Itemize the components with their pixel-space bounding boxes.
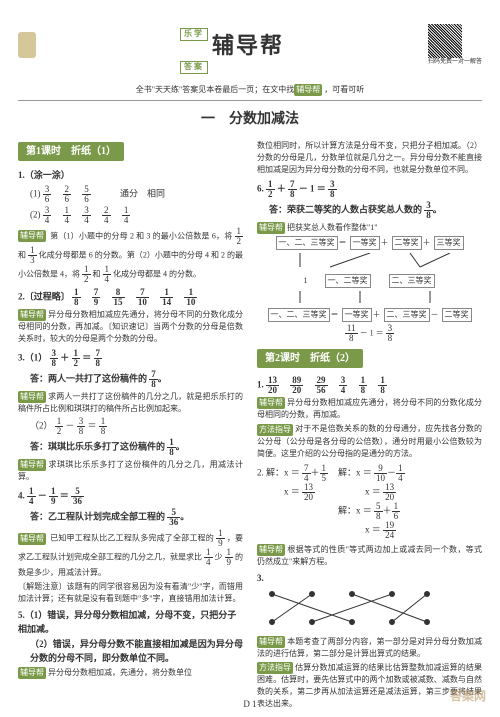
guide8: 辅导帮根据等式的性质"等式两边加上或减去同一个数，等式仍然成立"来解方程。 [257, 544, 482, 568]
matching-diagram [257, 588, 482, 633]
box-row-3: 一、二、三等奖＝ 一等奖＋ 二、三等奖－ 二等奖 [257, 308, 482, 322]
diagram-arrows-1 [257, 253, 482, 271]
q3-2: （2） 12 － 38 ＝ 18 [18, 417, 243, 436]
q5-1: 5.（1）错误，异分母分数相加减，分母不变，只把分子相加减。 [18, 609, 243, 636]
logo-placeholder [18, 32, 36, 58]
box-row-1: 一、二、三等奖＝ 一等奖＋ 二等奖＋ 三等奖 [257, 236, 482, 250]
watermark: 答案网 [450, 687, 486, 705]
l2-q1: 1. 1320 8920 2956 34 18 18 [257, 376, 482, 395]
eq-bottom: 118 － 1 ＝ 38 [257, 324, 482, 343]
q6-ans: 答：荣获二等奖的人数占获奖总人数的 38。 [257, 201, 482, 220]
q2: 2.〔过程略〕 18 79 815 710 114 110 [18, 288, 243, 307]
qr-code [428, 24, 462, 58]
l2-q3: 3. [257, 572, 482, 586]
method1: 方法指导对于不是倍数关系的数的分母通分，应先找各分数的公分母（公分母是各分母的公… [257, 423, 482, 459]
lesson-1-bar: 第1课时 折纸（1） [18, 142, 124, 161]
guide9: 辅导帮本题考查了两部分内容，第一部分是对异分母分数加减法的进行估算，第二部分是计… [257, 636, 482, 660]
guide3: 辅导帮求两人一共打了这份稿件的几分之几，就是把乐乐打的稿件所占比例和琪琪打的稿件… [18, 391, 243, 415]
q4: 4. 14 － 19 ＝ 536 [18, 487, 243, 506]
l2-q2-left: 2. 解：x ＝ 74＋15 x ＝ 1320 [257, 464, 328, 540]
badge-2: 答案 [180, 61, 208, 74]
divider [18, 100, 482, 101]
chapter-title: 一 分数加减法 [18, 109, 482, 130]
q1-row1: (1) 36 26 56 通分 相同 [18, 185, 243, 204]
left-column: 第1课时 折纸（1） 1.（涂一涂） (1) 36 26 56 通分 相同 (2… [18, 138, 243, 712]
q3-2-ans: 答：琪琪比乐乐多打了这份稿件的 18。 [18, 438, 243, 457]
q6: 6. 12 ＋ 78 － 1 ＝ 38 [257, 180, 482, 199]
guide1: 辅导帮 第（1）小题中的分母 2 和 3 的最小公倍数是 6，将 12 和 13… [18, 227, 243, 284]
diagram-arrows-2 [257, 291, 482, 305]
qr-block: 扫码免费一对一解答 [428, 24, 482, 67]
guide6: 辅导帮把获奖总人数看作整体"1" [257, 222, 482, 234]
title-block: 乐学 答案 辅导帮 [36, 12, 428, 78]
guide7: 辅导帮异分母分数相加减应先通分，将分母不同的分数化成分母相同的分数，再加减。 [257, 397, 482, 421]
guide5: 辅导帮异分母分数相加减，先通分，将分数单位 [18, 667, 243, 679]
main-title: 乐学 答案 辅导帮 [36, 12, 428, 78]
q3-ans: 答：两人一共打了这份稿件的 78。 [18, 370, 243, 389]
q1-row2: (2) 34 14 34 24 14 [18, 206, 243, 225]
inline-tag: 辅导帮 [294, 84, 322, 96]
page-number: D 1 [0, 698, 500, 712]
content-columns: 第1课时 折纸（1） 1.（涂一涂） (1) 36 26 56 通分 相同 (2… [18, 138, 482, 712]
r-top: 数位相同时，所以计算方法是分母不变，只把分子相加减。（2）分数的分母是几，分数单… [257, 140, 482, 176]
right-column: 数位相同时，所以计算方法是分母不变，只把分子相加减。（2）分数的分母是几，分数单… [257, 138, 482, 712]
l2-q2-right: 解：x ＝ 910－14 x ＝ 1320 解：x ＝ 58＋16 x ＝ 19… [338, 464, 405, 540]
qr-caption: 扫码免费一对一解答 [428, 58, 482, 67]
sub-line: 全书"天天练"答案见本卷最后一页；在文中找辅导帮，可看可听 [18, 84, 482, 96]
badge-1: 乐学 [180, 28, 208, 41]
l2-q2-row: 2. 解：x ＝ 74＋15 x ＝ 1320 解：x ＝ 910－14 x ＝… [257, 462, 482, 542]
guide3b: 辅导帮求琪琪比乐乐多打了这份稿件的几分之几，用减法计算。 [18, 459, 243, 483]
q4-ans: 答：乙工程队计划完成全部工程的 536。 [18, 508, 243, 527]
q1-title: 1.（涂一涂） [18, 169, 243, 183]
lesson-2-bar: 第2课时 折纸（2） [257, 349, 363, 368]
page-header: 乐学 答案 辅导帮 扫码免费一对一解答 [18, 12, 482, 78]
box-row-2: 1 一、二等奖 二、三等奖 [257, 274, 482, 288]
title-text: 辅导帮 [212, 29, 284, 62]
warn: 〔解题注意〕该题有的同学很容易因为没有看清"少"字，而错用加法计算；还有就是没有… [18, 581, 243, 605]
guide2: 辅导帮异分母分数相加减应先通分，将分母不同的分数化成分母相同的分数，再加减。〔知… [18, 309, 243, 345]
q3: 3.（1） 38 ＋ 12 ＝ 78 [18, 349, 243, 368]
q5-2: （2）错误，异分母分数不能直接相加减是因为异分母分数的分母不同，即分数单位不同。 [18, 638, 243, 665]
guide4: 辅导帮 已知甲工程队比乙工程队多完成了全部工程的 19 ，要求乙工程队计划完成全… [18, 529, 243, 579]
